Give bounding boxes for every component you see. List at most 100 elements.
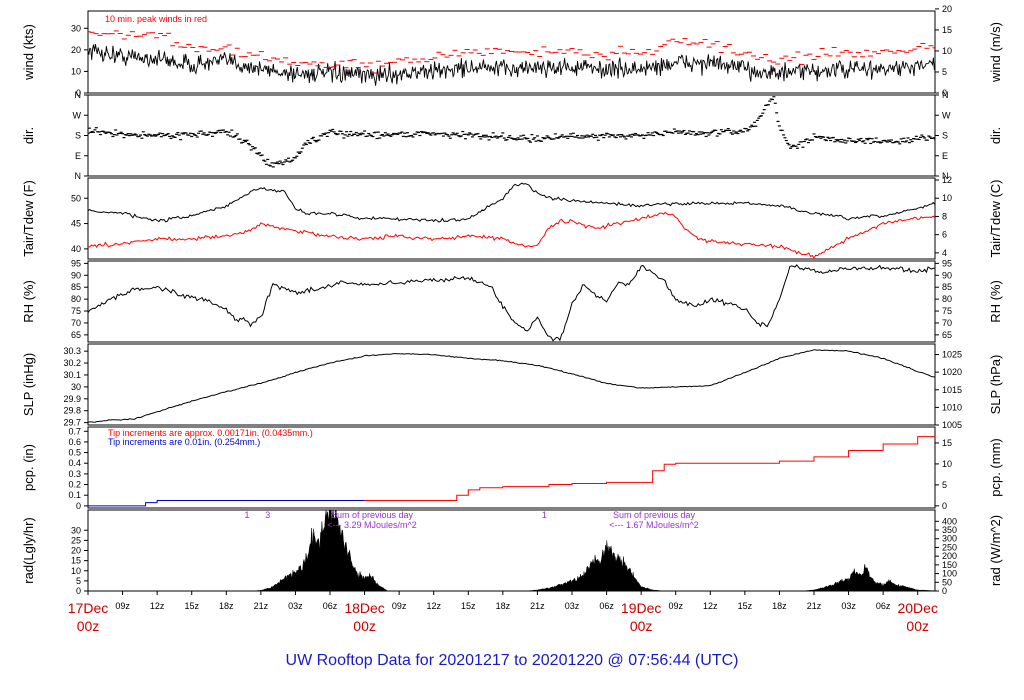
panel-pcp: pcp. (in) pcp. (mm)00.10.20.30.40.50.60.7… xyxy=(21,426,1003,511)
xtick-label: 03z xyxy=(565,601,580,611)
day-time-label: 00z xyxy=(353,618,376,634)
ylabel-left-pcp: pcp. (in) xyxy=(21,444,36,491)
ylabel-right-temp: Tair/Tdew (C) xyxy=(988,179,1003,257)
series-step-precip-0-00171in-gauge- xyxy=(364,436,935,502)
ytick-label-left-slp: 29.8 xyxy=(63,406,81,416)
ytick-label-right-rad: 150 xyxy=(942,560,957,570)
panel-wind: wind (kts) wind (m/s) 0 10 20 30 0 5 10 15 20 10 mi… xyxy=(21,4,1003,98)
ytick-label-right-temp: 12 xyxy=(942,175,952,185)
series-group-pcp xyxy=(88,436,935,507)
ytick-label-left-pcp: 0 xyxy=(76,501,81,511)
ytick-label-right-wind: 10 xyxy=(942,46,952,56)
xtick-label: 15z xyxy=(461,601,476,611)
ytick-label-left-rh: 70 xyxy=(71,318,81,328)
radiation-marker: 1 xyxy=(542,510,547,520)
ytick-label-left-rad: 5 xyxy=(76,576,81,586)
ytick-label-left-pcp: 0.6 xyxy=(68,437,81,447)
ytick-label-right-temp: 10 xyxy=(942,193,952,203)
peak-wind-annotation: 10 min. peak winds in red xyxy=(105,14,207,24)
day-time-label: 00z xyxy=(630,618,653,634)
ytick-label-left-pcp: 0.5 xyxy=(68,448,81,458)
tip-increment-note: Tip increments are 0.01in. (0.254mm.) xyxy=(108,437,260,447)
ytick-label-right-rad: 250 xyxy=(942,542,957,552)
ytick-label-right-wind: 15 xyxy=(942,25,952,35)
xtick-label: 12z xyxy=(426,601,441,611)
ytick-label-right-slp: 1005 xyxy=(942,420,962,430)
ytick-label-right-wind: 20 xyxy=(942,4,952,14)
ytick-label-right-pcp: 10 xyxy=(942,459,952,469)
ytick-label-right-slp: 1025 xyxy=(942,350,962,360)
series-line-RH xyxy=(88,264,935,342)
ylabel-right-dir: dir. xyxy=(988,127,1003,144)
ytick-label-right-rh: 95 xyxy=(942,258,952,268)
ytick-label-left-temp: 45 xyxy=(71,219,81,229)
ytick-label-left-wind: 10 xyxy=(71,66,81,76)
panel-frame-slp xyxy=(87,343,936,426)
ytick-label-right-dir: N xyxy=(942,90,949,100)
ytick-label-right-rad: 400 xyxy=(942,516,957,526)
ytick-label-right-temp: 4 xyxy=(942,248,947,258)
xtick-label: 15z xyxy=(184,601,199,611)
day-label: 18Dec xyxy=(344,600,384,616)
ytick-label-right-wind: 5 xyxy=(942,67,947,77)
radiation-sum-note: Sum of previous day xyxy=(331,510,414,520)
day-time-label: 00z xyxy=(77,618,100,634)
ytick-label-left-slp: 30.1 xyxy=(63,370,81,380)
ytick-label-right-slp: 1010 xyxy=(942,402,962,412)
panel-frame-temp xyxy=(87,177,936,260)
ytick-label-left-dir: S xyxy=(75,131,81,141)
ytick-label-right-rh: 80 xyxy=(942,294,952,304)
ylabel-right-wind: wind (m/s) xyxy=(988,22,1003,83)
xtick-label: 18z xyxy=(772,601,787,611)
ytick-label-right-dir: E xyxy=(942,151,948,161)
panel-frame-dir xyxy=(87,94,936,177)
series-line-wind-speed xyxy=(88,44,935,86)
ytick-label-left-rad: 20 xyxy=(71,546,81,556)
ytick-label-left-slp: 29.9 xyxy=(63,394,81,404)
xtick-label: 09z xyxy=(668,601,683,611)
ytick-label-left-slp: 30 xyxy=(71,382,81,392)
ytick-label-right-rad: 300 xyxy=(942,534,957,544)
xtick-label: 18z xyxy=(496,601,511,611)
ytick-label-left-wind: 20 xyxy=(71,45,81,55)
ytick-label-left-rh: 85 xyxy=(71,282,81,292)
panel-slp: SLP (inHg) SLP (hPa) 29.7 29.8 29.9 30 30.1 30.… xyxy=(21,343,1003,430)
radiation-sum-note: Sum of previous day xyxy=(613,510,696,520)
ytick-label-left-slp: 30.3 xyxy=(63,346,81,356)
ytick-label-left-rh: 65 xyxy=(71,330,81,340)
ytick-label-left-dir: W xyxy=(73,110,82,120)
ytick-label-left-pcp: 0.2 xyxy=(68,480,81,490)
ytick-label-right-rad: 350 xyxy=(942,525,957,535)
ytick-label-left-pcp: 0.1 xyxy=(68,490,81,500)
panel-temp: Tair/Tdew (F) Tair/Tdew (C) 40 45 50 4 6 8 10 12 xyxy=(21,175,1003,260)
ytick-label-left-pcp: 0.3 xyxy=(68,469,81,479)
tip-increment-note: Tip increments are approx. 0.00171in. (0… xyxy=(108,428,313,438)
ytick-label-right-pcp: 5 xyxy=(942,480,947,490)
ylabel-left-wind: wind (kts) xyxy=(21,24,36,81)
xtick-label: 06z xyxy=(599,601,614,611)
ytick-label-left-pcp: 0.4 xyxy=(68,458,81,468)
ylabel-left-rad: rad(Lgly/hr) xyxy=(21,517,36,583)
series-line-Tdew xyxy=(88,211,935,259)
panel-frame-rh xyxy=(87,260,936,343)
ytick-label-right-rad: 0 xyxy=(942,586,947,596)
ytick-label-right-slp: 1020 xyxy=(942,367,962,377)
day-label: 19Dec xyxy=(621,600,661,616)
ytick-label-right-rh: 85 xyxy=(942,282,952,292)
ytick-label-left-dir: N xyxy=(75,171,82,181)
ytick-label-right-rh: 75 xyxy=(942,306,952,316)
solar-radiation-area xyxy=(251,510,935,591)
panel-rad: rad(Lgly/hr) rad (W/m^2)05101520253005010… xyxy=(21,509,1003,596)
ytick-label-left-temp: 50 xyxy=(71,193,81,203)
radiation-marker: 1 xyxy=(245,510,250,520)
xtick-label: 06z xyxy=(323,601,338,611)
ytick-label-left-rad: 30 xyxy=(71,525,81,535)
day-label: 17Dec xyxy=(68,600,108,616)
ytick-label-right-pcp: 0 xyxy=(942,501,947,511)
ytick-label-right-dir: W xyxy=(942,110,951,120)
ytick-label-right-pcp: 15 xyxy=(942,438,952,448)
ytick-label-right-temp: 6 xyxy=(942,230,947,240)
ylabel-left-slp: SLP (inHg) xyxy=(21,353,36,416)
